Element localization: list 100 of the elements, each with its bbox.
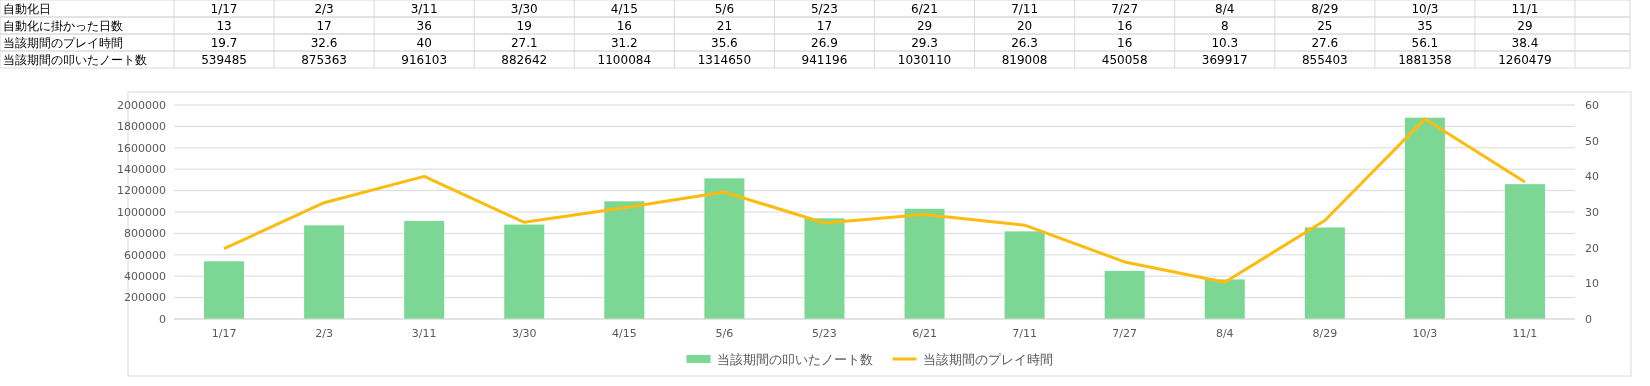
text: 当該期間のプレイ時間 bbox=[3, 36, 123, 50]
y-tick-label: 800000 bbox=[124, 227, 166, 241]
y-tick-label: 400000 bbox=[124, 270, 166, 284]
text: 当該期間の叩いたノート数 bbox=[3, 53, 147, 67]
y2-tick-label: 30 bbox=[1585, 205, 1599, 219]
data-label: 1030110 bbox=[897, 53, 952, 67]
line-series bbox=[222, 117, 1527, 284]
text: 36 bbox=[416, 19, 432, 33]
data-label: 855403 bbox=[1301, 53, 1348, 67]
y2-tick-label: 20 bbox=[1585, 241, 1599, 255]
y2-tick-label: 0 bbox=[1585, 312, 1592, 326]
x-tick-label: 8/29 bbox=[1312, 327, 1338, 340]
bar bbox=[1004, 231, 1045, 319]
category-label: 1/17 bbox=[210, 2, 238, 16]
bar bbox=[1204, 279, 1245, 319]
text: 17 bbox=[816, 19, 833, 33]
x-tick-label: 10/3 bbox=[1412, 327, 1438, 340]
x-tick-label: 2/3 bbox=[315, 327, 333, 340]
data-label: 35.6 bbox=[711, 36, 738, 50]
data-label: 819008 bbox=[1001, 53, 1048, 67]
x-tick-label: 4/15 bbox=[611, 327, 637, 340]
category-label: 4/15 bbox=[610, 2, 638, 16]
data-label: 916103 bbox=[401, 53, 448, 67]
y2-tick-label: 10 bbox=[1585, 277, 1599, 291]
y-tick-label: 1000000 bbox=[117, 205, 166, 219]
x-tick-label: 3/30 bbox=[511, 327, 537, 340]
category-label: 11/1 bbox=[1511, 2, 1539, 16]
data-label: 1881358 bbox=[1398, 53, 1452, 67]
category-label: 8/4 bbox=[1215, 2, 1235, 16]
x-tick-label: 5/23 bbox=[812, 327, 837, 340]
bar bbox=[1304, 227, 1345, 319]
data-label: 1260479 bbox=[1498, 53, 1552, 67]
bar bbox=[504, 224, 545, 319]
y-tick-label: 1800000 bbox=[117, 120, 166, 134]
data-label: 875363 bbox=[301, 53, 348, 67]
y-tick-label: 1600000 bbox=[117, 141, 166, 155]
text: 17 bbox=[316, 19, 332, 33]
text: 25 bbox=[1317, 19, 1333, 33]
category-label: 5/6 bbox=[714, 2, 735, 16]
legend-label: 当該期間のプレイ時間 bbox=[922, 351, 1053, 367]
bar bbox=[304, 225, 345, 319]
y-tick-label: 200000 bbox=[124, 291, 166, 305]
x-tick-label: 7/27 bbox=[1112, 327, 1138, 340]
data-label: 1314650 bbox=[697, 53, 752, 67]
data-label: 10.3 bbox=[1211, 36, 1239, 50]
bar bbox=[704, 178, 745, 319]
data-label: 31.2 bbox=[610, 36, 638, 50]
text: 19 bbox=[516, 19, 532, 33]
bar bbox=[604, 201, 645, 319]
text: 29 bbox=[916, 19, 933, 33]
data-label: 450058 bbox=[1101, 53, 1148, 67]
bar bbox=[1104, 270, 1145, 319]
category-label: 8/29 bbox=[1311, 2, 1339, 16]
data-label: 941196 bbox=[801, 53, 848, 67]
text: 35 bbox=[1417, 19, 1433, 33]
x-tick-label: 6/21 bbox=[912, 327, 937, 340]
x-tick-label: 5/6 bbox=[715, 327, 734, 340]
x-tick-label: 11/1 bbox=[1512, 327, 1538, 340]
x-tick-label: 3/11 bbox=[411, 327, 437, 340]
data-label: 1100084 bbox=[597, 53, 652, 67]
y-tick-label: 600000 bbox=[124, 248, 166, 262]
text: 自動化日 bbox=[3, 2, 51, 16]
x-tick-label: 7/11 bbox=[1012, 327, 1037, 340]
y-tick-label: 1200000 bbox=[117, 184, 166, 198]
data-label: 40 bbox=[416, 36, 432, 50]
x-tick-label: 8/4 bbox=[1215, 327, 1234, 340]
y-tick-label: 1400000 bbox=[117, 163, 166, 177]
text: 16 bbox=[1117, 19, 1133, 33]
data-label: 19.7 bbox=[210, 36, 238, 50]
text: 自動化に掛かった日数 bbox=[3, 19, 123, 33]
category-label: 7/27 bbox=[1111, 2, 1139, 16]
category-label: 6/21 bbox=[911, 2, 939, 16]
data-label: 369917 bbox=[1201, 53, 1248, 67]
text: 8 bbox=[1220, 19, 1229, 33]
data-label: 27.6 bbox=[1311, 36, 1339, 50]
data-label: 882642 bbox=[501, 53, 548, 67]
category-label: 7/11 bbox=[1011, 2, 1039, 16]
text: 29 bbox=[1517, 19, 1533, 33]
y2-tick-label: 40 bbox=[1585, 170, 1599, 184]
data-label: 27.1 bbox=[510, 36, 538, 50]
data-label: 26.9 bbox=[811, 36, 838, 50]
bar bbox=[804, 218, 845, 319]
data-label: 56.1 bbox=[1411, 36, 1439, 50]
text: 21 bbox=[716, 19, 733, 33]
data-label: 29.3 bbox=[911, 36, 938, 50]
bar bbox=[1504, 184, 1545, 319]
bar bbox=[1404, 117, 1445, 319]
category-label: 2/3 bbox=[314, 2, 334, 16]
text: 16 bbox=[616, 19, 632, 33]
text: 13 bbox=[216, 19, 232, 33]
y2-tick-label: 60 bbox=[1585, 98, 1599, 112]
y-tick-label: 0 bbox=[159, 312, 166, 326]
data-label: 32.6 bbox=[310, 36, 338, 50]
bar bbox=[904, 208, 945, 319]
legend-label: 当該期間の叩いたノート数 bbox=[716, 351, 873, 367]
data-label: 26.3 bbox=[1011, 36, 1038, 50]
category-label: 3/30 bbox=[510, 2, 538, 16]
category-label: 5/23 bbox=[810, 2, 838, 16]
y2-tick-label: 50 bbox=[1585, 134, 1599, 148]
data-label: 38.4 bbox=[1511, 36, 1539, 50]
